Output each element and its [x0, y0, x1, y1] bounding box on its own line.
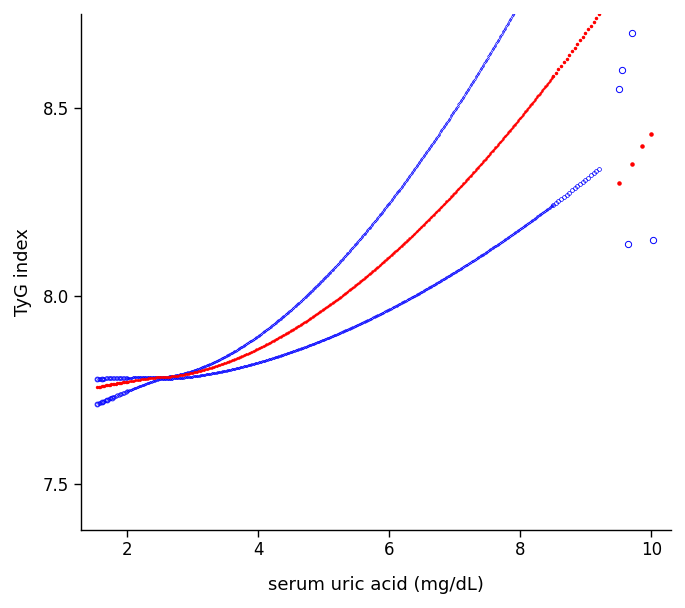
- X-axis label: serum uric acid (mg/dL): serum uric acid (mg/dL): [268, 576, 484, 594]
- Y-axis label: TyG index: TyG index: [14, 228, 32, 316]
